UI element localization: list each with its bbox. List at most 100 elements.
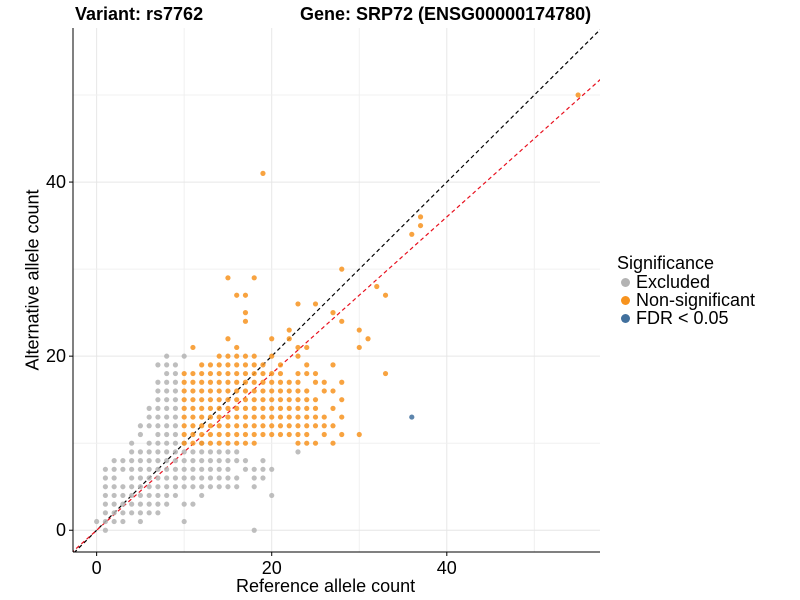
data-point-non-significant — [216, 431, 222, 438]
data-point-non-significant — [277, 388, 284, 394]
data-point-non-significant — [207, 397, 214, 403]
data-point-excluded — [225, 484, 231, 490]
data-point-excluded — [137, 475, 144, 481]
data-point-non-significant — [321, 388, 327, 394]
data-point-non-significant — [330, 310, 336, 316]
data-point-non-significant — [190, 397, 196, 403]
data-point-excluded — [172, 423, 179, 429]
data-point-excluded — [155, 423, 161, 429]
data-point-excluded — [111, 458, 117, 464]
data-point-excluded — [155, 397, 161, 403]
data-point-non-significant — [207, 423, 214, 429]
data-point-excluded — [120, 458, 126, 464]
data-point-non-significant — [216, 414, 222, 420]
data-point-non-significant — [304, 431, 310, 438]
data-point-non-significant — [277, 405, 284, 411]
data-point-excluded — [199, 484, 205, 490]
data-point-excluded — [172, 397, 179, 403]
data-point-non-significant — [356, 327, 362, 333]
data-point-excluded — [137, 510, 144, 516]
data-point-non-significant — [234, 431, 240, 438]
data-point-excluded — [102, 527, 108, 533]
data-point-non-significant — [251, 275, 257, 281]
data-point-non-significant — [251, 414, 257, 420]
x-tick-label: 20 — [262, 558, 282, 578]
data-point-non-significant — [181, 423, 187, 429]
data-point-excluded — [155, 458, 161, 464]
data-point-non-significant — [295, 301, 301, 307]
data-point-non-significant — [181, 397, 187, 403]
data-point-non-significant — [199, 370, 205, 377]
data-point-non-significant — [382, 292, 389, 298]
data-point-excluded — [234, 475, 240, 481]
data-point-non-significant — [251, 397, 257, 403]
data-point-non-significant — [277, 414, 284, 420]
data-point-non-significant — [234, 344, 240, 351]
data-point-non-significant — [277, 370, 284, 377]
data-point-excluded — [155, 510, 161, 516]
data-point-excluded — [129, 501, 135, 507]
data-point-non-significant — [251, 423, 257, 429]
data-point-non-significant — [207, 405, 214, 411]
legend-item-excluded: Excluded — [617, 273, 755, 291]
data-point-non-significant — [190, 344, 196, 351]
data-point-non-significant — [304, 362, 310, 368]
data-point-non-significant — [330, 388, 336, 394]
data-point-excluded — [164, 423, 170, 429]
data-point-non-significant — [216, 405, 222, 411]
data-point-excluded — [129, 458, 135, 464]
data-point-excluded — [155, 388, 161, 394]
data-point-non-significant — [216, 397, 222, 403]
data-point-non-significant — [216, 423, 222, 429]
data-point-excluded — [181, 518, 187, 525]
data-point-non-significant — [207, 379, 214, 385]
data-point-excluded — [251, 527, 257, 533]
data-point-non-significant — [295, 440, 301, 446]
data-point-non-significant — [190, 379, 196, 385]
data-point-excluded — [216, 458, 222, 464]
data-point-excluded — [172, 431, 179, 438]
data-point-non-significant — [312, 397, 319, 403]
data-point-excluded — [137, 518, 144, 525]
legend-swatch-non-significant — [621, 295, 630, 305]
data-point-non-significant — [277, 423, 284, 429]
data-point-excluded — [216, 475, 222, 481]
data-point-excluded — [137, 449, 144, 455]
data-point-non-significant — [251, 431, 257, 438]
data-point-non-significant — [295, 405, 301, 411]
data-point-non-significant — [269, 423, 275, 429]
data-point-non-significant — [269, 431, 275, 438]
data-point-non-significant — [312, 440, 319, 446]
data-point-non-significant — [312, 301, 319, 307]
data-point-excluded — [155, 492, 161, 499]
data-point-non-significant — [216, 388, 222, 394]
data-point-non-significant — [277, 379, 284, 385]
data-point-excluded — [181, 466, 187, 472]
data-point-non-significant — [304, 388, 310, 394]
data-point-non-significant — [242, 388, 249, 394]
legend-swatch-excluded — [621, 277, 630, 287]
data-point-non-significant — [304, 370, 310, 377]
data-point-non-significant — [181, 414, 187, 420]
data-point-non-significant — [225, 414, 231, 420]
data-point-excluded — [207, 449, 214, 455]
data-point-excluded — [120, 518, 126, 525]
data-point-excluded — [111, 510, 117, 516]
data-point-excluded — [164, 362, 170, 368]
data-point-excluded — [137, 501, 144, 507]
data-point-excluded — [155, 475, 161, 481]
data-point-non-significant — [295, 344, 301, 351]
data-point-non-significant — [269, 379, 275, 385]
data-point-non-significant — [286, 431, 292, 438]
data-point-non-significant — [181, 431, 187, 438]
data-point-non-significant — [207, 388, 214, 394]
data-point-non-significant — [190, 431, 196, 438]
data-point-excluded — [164, 492, 170, 499]
data-point-non-significant — [277, 362, 284, 368]
data-point-non-significant — [269, 353, 275, 359]
data-point-non-significant — [225, 353, 231, 359]
legend-item-non-significant: Non-significant — [617, 291, 755, 309]
data-point-non-significant — [286, 336, 292, 342]
data-point-excluded — [172, 379, 179, 385]
